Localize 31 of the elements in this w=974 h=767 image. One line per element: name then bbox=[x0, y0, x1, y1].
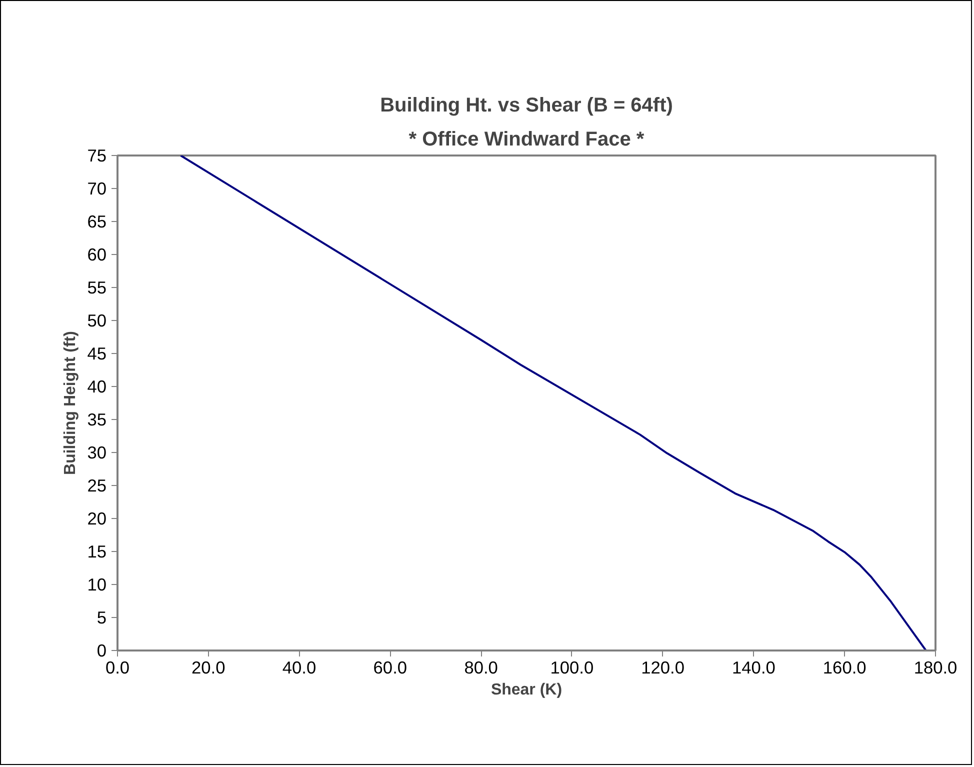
y-tick-label: 10 bbox=[87, 574, 107, 594]
x-tick-label: 140.0 bbox=[732, 658, 776, 678]
x-tick-label: 0.0 bbox=[105, 658, 130, 678]
chart-title: Building Ht. vs Shear (B = 64ft) bbox=[380, 94, 673, 116]
x-tick-label: 20.0 bbox=[192, 658, 226, 678]
x-tick-label: 100.0 bbox=[550, 658, 594, 678]
x-tick-label: 40.0 bbox=[282, 658, 316, 678]
line-series bbox=[180, 156, 927, 650]
y-tick-label: 70 bbox=[87, 178, 107, 198]
y-tick-label: 50 bbox=[87, 310, 107, 330]
y-tick-label: 5 bbox=[96, 608, 107, 628]
y-axis-title: Building Height (ft) bbox=[62, 331, 80, 475]
x-tick-label: 180.0 bbox=[914, 658, 958, 678]
x-axis-title: Shear (K) bbox=[490, 682, 562, 698]
y-tick-label: 45 bbox=[87, 344, 107, 364]
x-tick-label: 160.0 bbox=[822, 658, 866, 678]
x-tick-label: 80.0 bbox=[464, 658, 498, 678]
y-tick-label: 0 bbox=[96, 640, 107, 660]
y-tick-label: 30 bbox=[87, 442, 107, 462]
y-tick-label: 35 bbox=[87, 410, 107, 430]
x-tick-label: 120.0 bbox=[641, 658, 685, 678]
chart-subtitle: * Office Windward Face * bbox=[408, 128, 644, 150]
y-tick-label: 20 bbox=[87, 508, 107, 528]
y-tick-label: 25 bbox=[87, 476, 107, 496]
y-tick-label: 55 bbox=[87, 278, 107, 298]
y-tick-label: 60 bbox=[87, 244, 107, 264]
y-tick-label: 75 bbox=[87, 146, 107, 166]
y-tick-label: 40 bbox=[87, 376, 107, 396]
x-tick-label: 60.0 bbox=[373, 658, 408, 678]
y-tick-label: 15 bbox=[87, 542, 107, 562]
y-tick-label: 65 bbox=[87, 212, 107, 232]
